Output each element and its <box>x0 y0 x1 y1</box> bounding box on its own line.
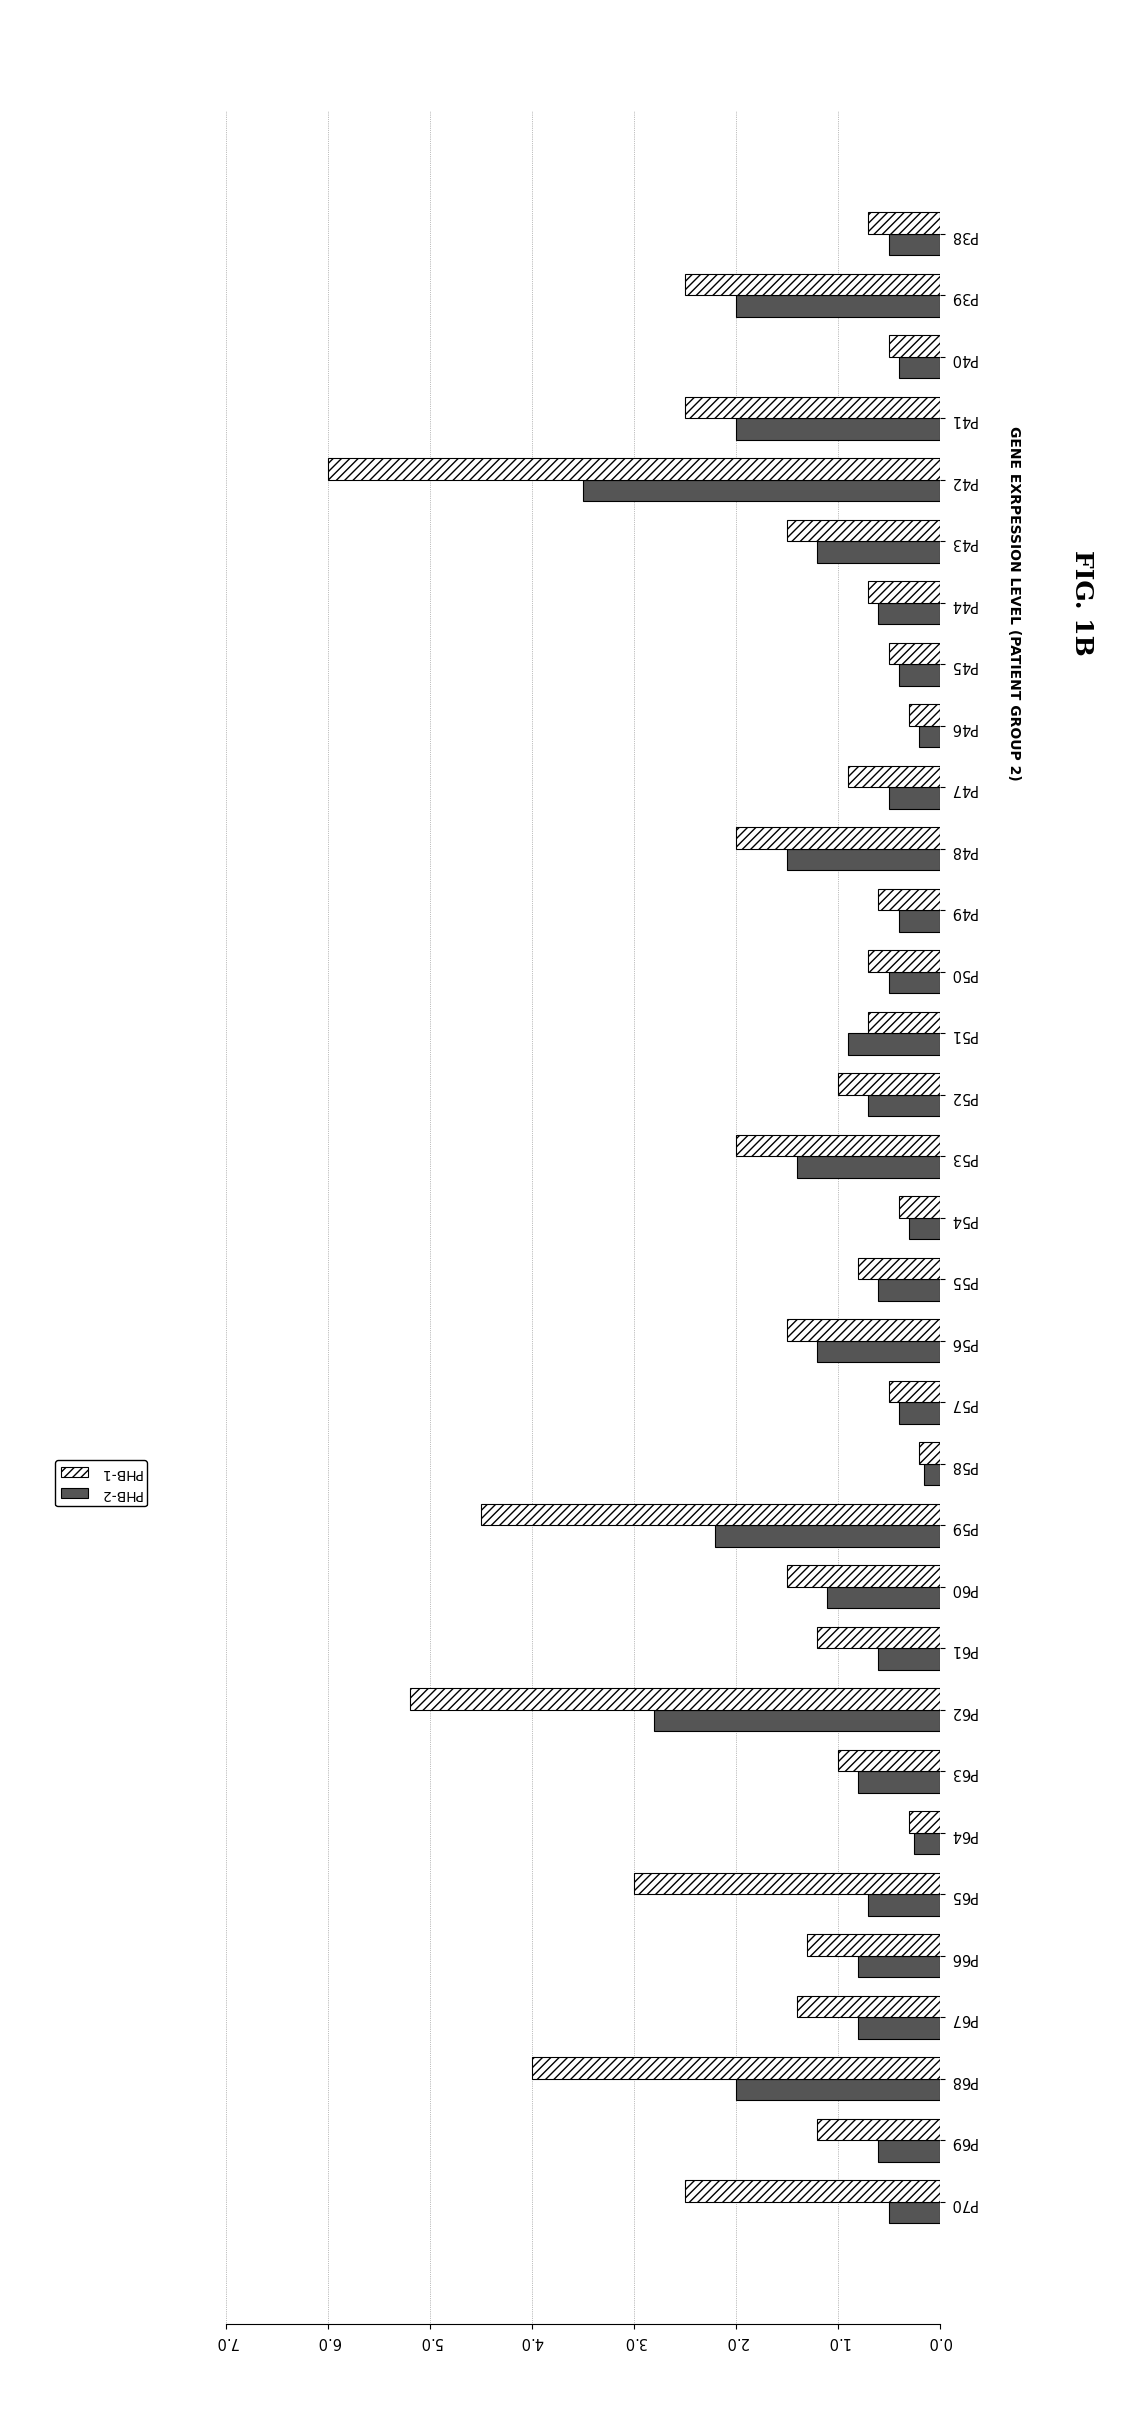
Bar <box>736 2079 940 2101</box>
Bar <box>868 950 940 972</box>
Bar <box>817 2118 940 2139</box>
Bar <box>787 1319 940 1341</box>
Bar <box>888 2202 940 2224</box>
Bar <box>920 726 940 748</box>
Bar <box>736 827 940 849</box>
Bar <box>868 212 940 234</box>
Bar <box>858 1956 940 1978</box>
Bar <box>797 1995 940 2016</box>
Bar <box>868 581 940 603</box>
Bar <box>888 1380 940 1401</box>
Bar <box>888 335 940 357</box>
Bar <box>655 1710 940 1732</box>
Bar <box>797 1155 940 1177</box>
Bar <box>328 458 940 480</box>
Bar <box>716 1524 940 1546</box>
Bar <box>685 396 940 417</box>
Bar <box>817 1341 940 1363</box>
Bar <box>685 2180 940 2202</box>
Bar <box>920 1442 940 1464</box>
Bar <box>787 519 940 540</box>
Bar <box>878 1647 940 1669</box>
Text: GENE EXRPESSION LEVEL (PATIENT GROUP 2): GENE EXRPESSION LEVEL (PATIENT GROUP 2) <box>1008 425 1021 781</box>
Bar <box>888 972 940 994</box>
Bar <box>899 1196 940 1218</box>
Bar <box>817 540 940 562</box>
Bar <box>736 1134 940 1155</box>
Bar <box>868 1893 940 1915</box>
Bar <box>899 663 940 685</box>
Bar <box>909 1218 940 1240</box>
Bar <box>899 1401 940 1423</box>
Bar <box>848 765 940 786</box>
Bar <box>878 888 940 909</box>
Bar <box>633 1872 940 1893</box>
Bar <box>807 1934 940 1956</box>
Bar <box>685 273 940 294</box>
Bar <box>868 1095 940 1117</box>
Bar <box>736 294 940 316</box>
Bar <box>888 642 940 663</box>
Bar <box>787 1565 940 1587</box>
Bar <box>914 1833 940 1855</box>
Bar <box>410 1688 940 1710</box>
Bar <box>837 1073 940 1095</box>
Text: FIG. 1B: FIG. 1B <box>1070 550 1094 656</box>
Bar <box>532 2057 940 2079</box>
Bar <box>481 1503 940 1524</box>
Bar <box>888 234 940 256</box>
Bar <box>817 1626 940 1647</box>
Bar <box>899 909 940 931</box>
Bar <box>878 1278 940 1300</box>
Bar <box>827 1587 940 1609</box>
Bar <box>837 1749 940 1770</box>
Bar <box>858 2016 940 2038</box>
Legend: PHB-1, PHB-2: PHB-1, PHB-2 <box>55 1459 148 1505</box>
Bar <box>583 480 940 502</box>
Bar <box>899 357 940 379</box>
Bar <box>787 849 940 871</box>
Bar <box>909 1811 940 1833</box>
Bar <box>888 786 940 808</box>
Bar <box>848 1032 940 1054</box>
Bar <box>878 2139 940 2161</box>
Bar <box>736 417 940 439</box>
Bar <box>858 1770 940 1792</box>
Bar <box>909 704 940 726</box>
Bar <box>858 1257 940 1278</box>
Bar <box>868 1011 940 1032</box>
Bar <box>878 603 940 625</box>
Bar <box>924 1464 940 1486</box>
